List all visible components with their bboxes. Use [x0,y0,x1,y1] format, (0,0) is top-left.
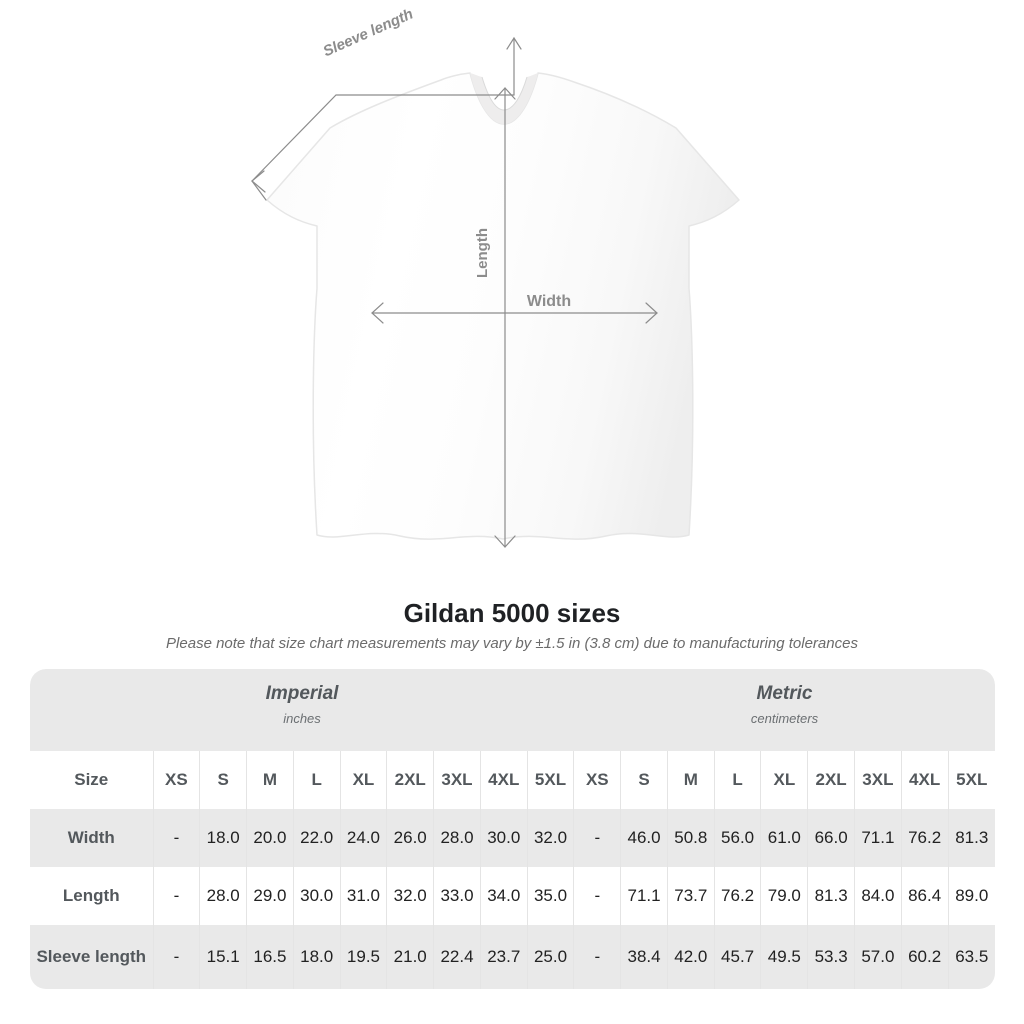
svg-text:Length: Length [474,228,491,278]
svg-text:Width: Width [527,293,571,310]
svg-text:Sleeve length: Sleeve length [321,5,416,60]
